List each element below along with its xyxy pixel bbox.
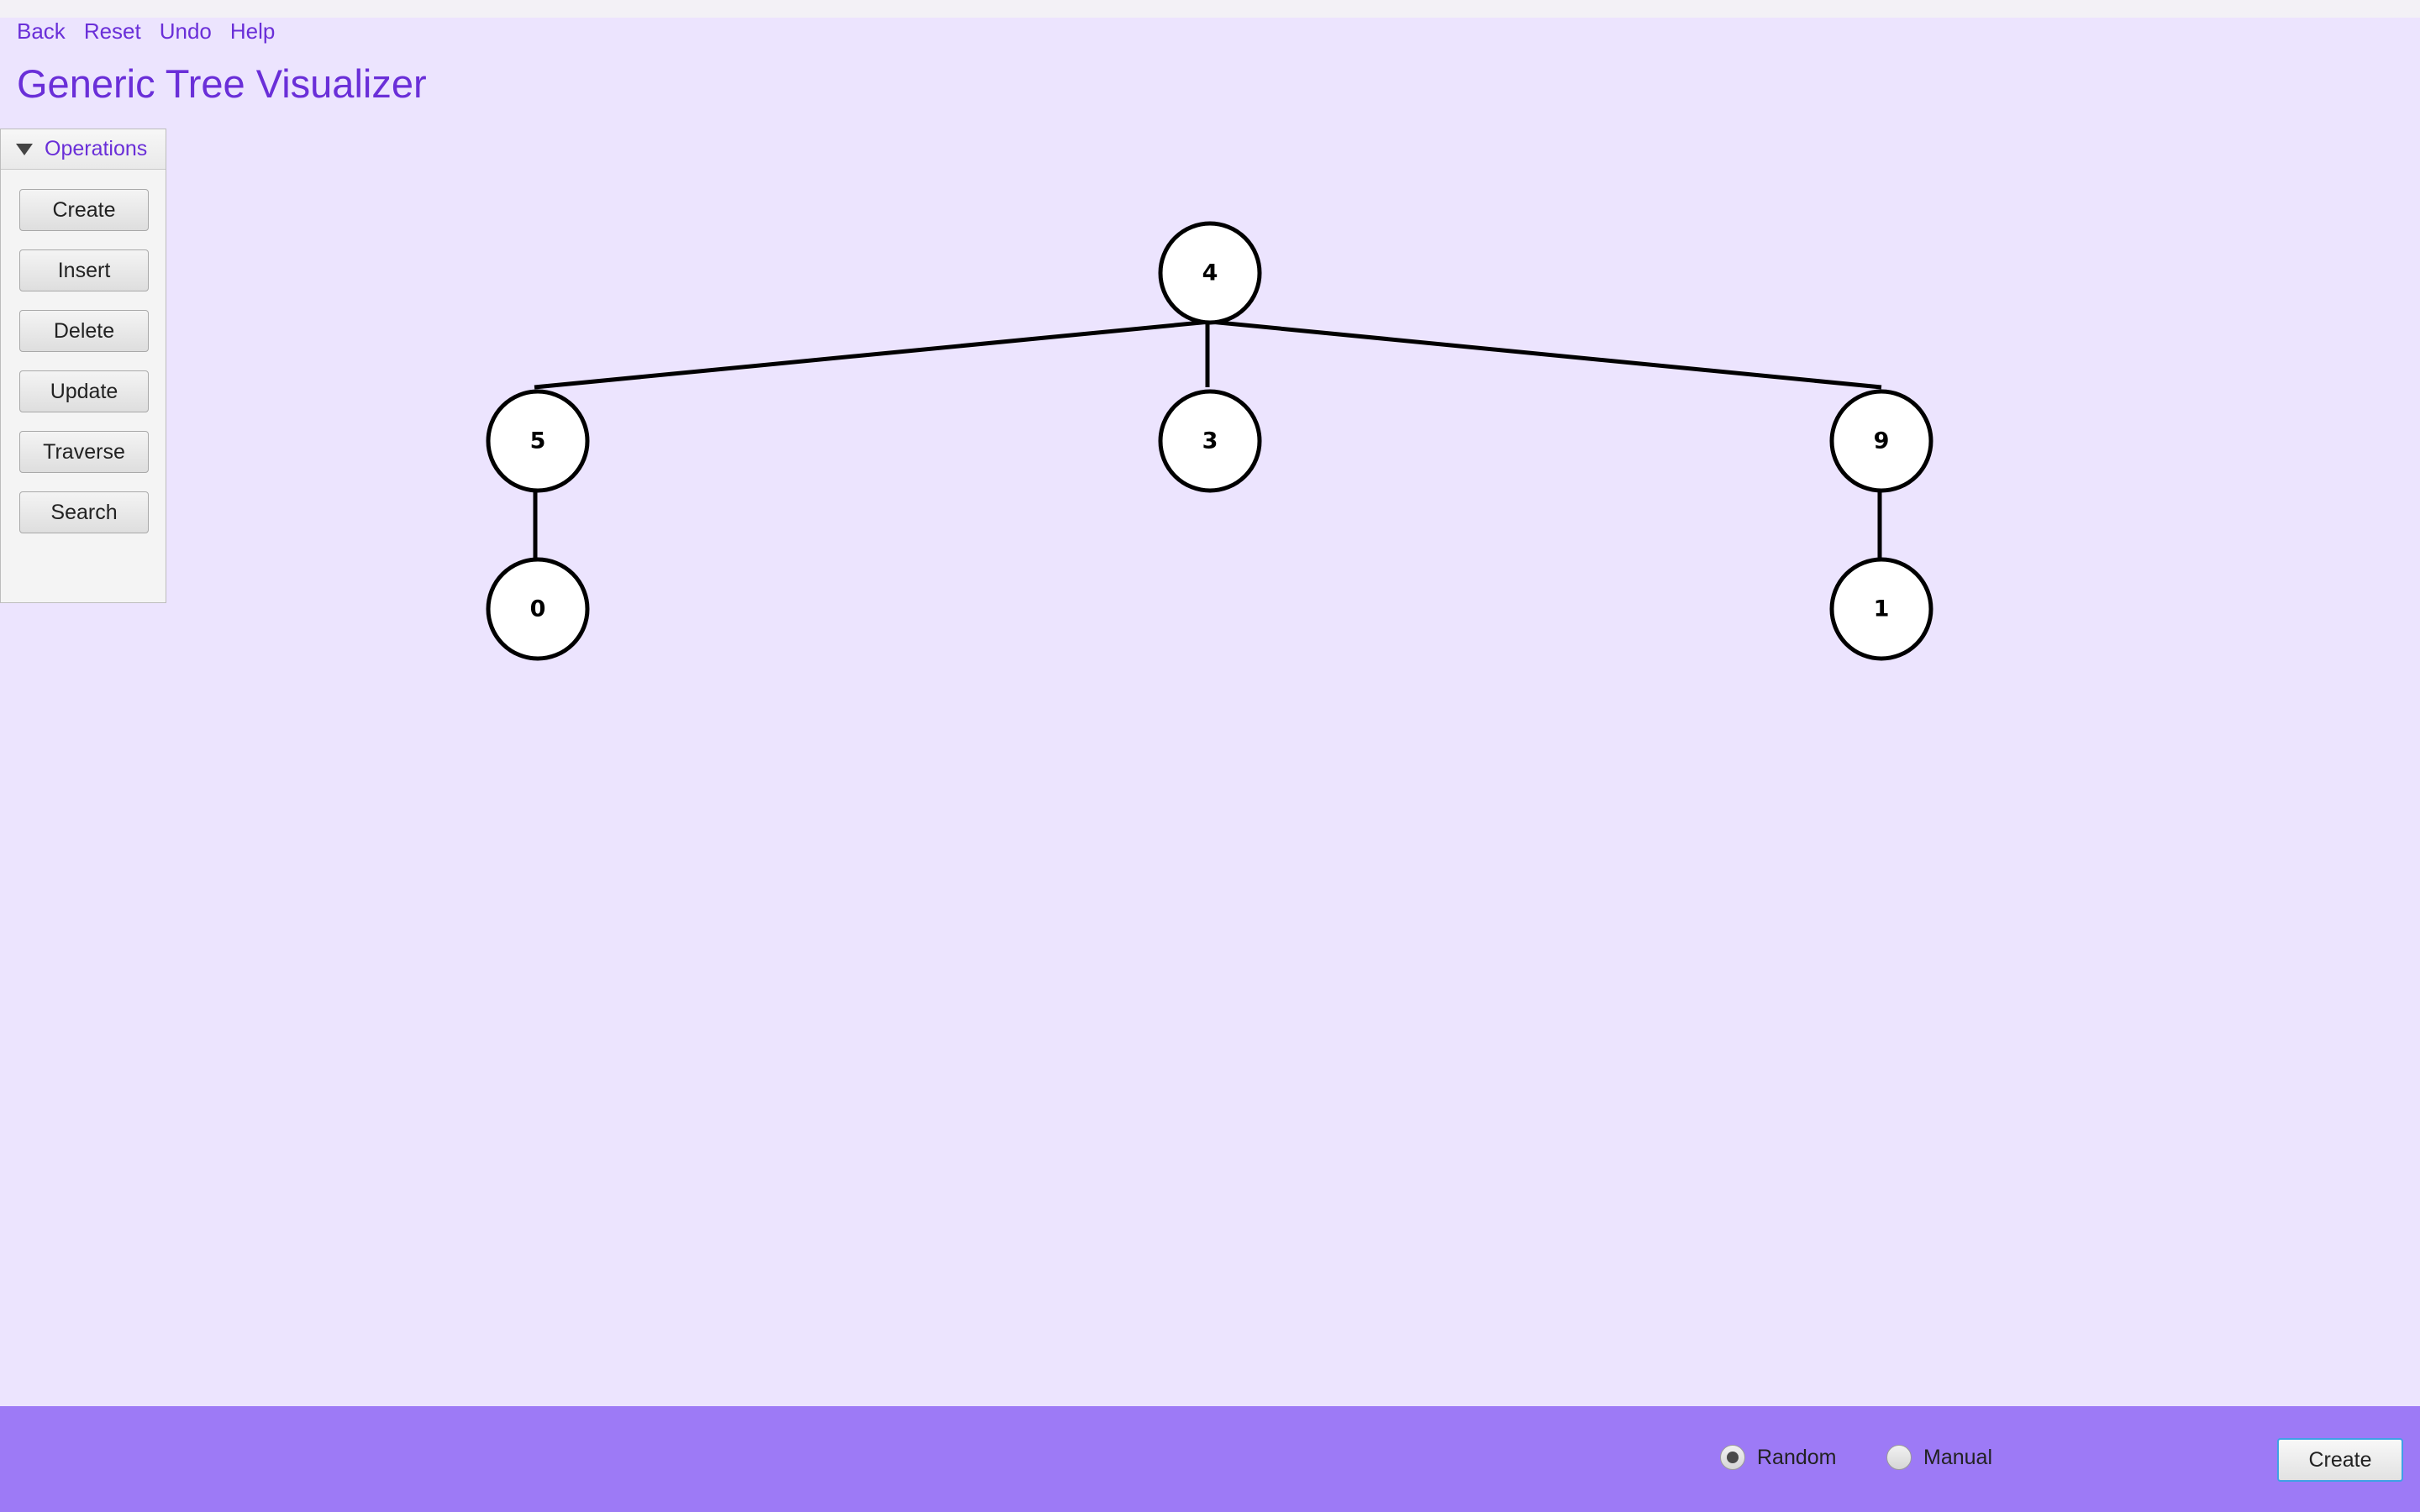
menu-back[interactable]: Back xyxy=(17,18,66,44)
operations-label: Operations xyxy=(45,137,148,160)
manual-radio[interactable]: Manual xyxy=(1886,1445,1992,1470)
operations-panel: Operations Create Insert Delete Update T… xyxy=(0,129,166,603)
node-label: 4 xyxy=(1202,260,1218,286)
tree-node[interactable]: 9 xyxy=(1829,389,1933,493)
tree-node[interactable]: 1 xyxy=(1829,557,1933,661)
radio-selected-icon xyxy=(1720,1445,1745,1470)
node-label: 9 xyxy=(1874,428,1890,454)
collapse-triangle-icon xyxy=(16,143,33,155)
tree-node[interactable]: 3 xyxy=(1158,389,1262,493)
random-radio[interactable]: Random xyxy=(1720,1445,1837,1470)
traverse-op-button[interactable]: Traverse xyxy=(19,431,149,473)
tree-node[interactable]: 5 xyxy=(486,389,590,493)
bottom-control-bar xyxy=(0,1406,2420,1512)
menu-undo[interactable]: Undo xyxy=(159,18,212,44)
menu-bar: Back Reset Undo Help xyxy=(17,18,275,45)
node-label: 0 xyxy=(530,596,546,622)
manual-radio-label: Manual xyxy=(1923,1445,1992,1469)
page-title: Generic Tree Visualizer xyxy=(17,61,427,106)
tree-canvas: 4 5 3 9 0 1 xyxy=(486,221,1933,661)
search-op-button[interactable]: Search xyxy=(19,491,149,533)
insert-op-button[interactable]: Insert xyxy=(19,249,149,291)
window-top-strip xyxy=(0,0,2420,18)
tree-node[interactable]: 0 xyxy=(486,557,590,661)
node-label: 1 xyxy=(1874,596,1890,622)
menu-reset[interactable]: Reset xyxy=(83,18,141,44)
tree-edge-4-5 xyxy=(534,319,1211,390)
random-radio-label: Random xyxy=(1757,1445,1837,1469)
node-label: 3 xyxy=(1202,428,1218,454)
tree-node-root[interactable]: 4 xyxy=(1158,221,1262,325)
tree-edge-4-9 xyxy=(1209,319,1882,390)
node-label: 5 xyxy=(530,428,546,454)
operations-header[interactable]: Operations xyxy=(1,129,166,170)
create-button[interactable]: Create xyxy=(2277,1438,2403,1482)
radio-unselected-icon xyxy=(1886,1445,1912,1470)
menu-help[interactable]: Help xyxy=(229,18,276,44)
create-op-button[interactable]: Create xyxy=(19,189,149,231)
delete-op-button[interactable]: Delete xyxy=(19,310,149,352)
update-op-button[interactable]: Update xyxy=(19,370,149,412)
